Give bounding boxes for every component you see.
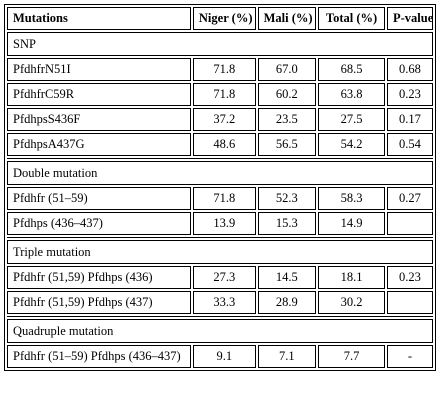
- mali-cell: 23.5: [257, 108, 317, 131]
- p-value-cell: 0.23: [386, 266, 433, 289]
- mutation-cell: PfdhpsA437G: [7, 133, 191, 156]
- table-row: PfdhfrN51I 71.8 67.0 68.5 0.68: [7, 58, 433, 81]
- header-row: Mutations Niger (%) Mali (%) Total (%) P…: [7, 7, 433, 30]
- total-cell: 30.2: [318, 291, 385, 314]
- niger-cell: 37.2: [192, 108, 256, 131]
- section-row-triple-mutation: Triple mutation: [7, 240, 433, 264]
- table-row: Pfdhfr (51–59) 71.8 52.3 58.3 0.27: [7, 187, 433, 210]
- section-title: SNP: [7, 32, 433, 56]
- divider-line: [7, 158, 433, 159]
- p-value-cell: -: [386, 345, 433, 368]
- table-row: PfdhpsA437G 48.6 56.5 54.2 0.54: [7, 133, 433, 156]
- total-cell: 18.1: [318, 266, 385, 289]
- mali-cell: 28.9: [257, 291, 317, 314]
- total-cell: 27.5: [318, 108, 385, 131]
- header-niger: Niger (%): [192, 7, 256, 30]
- mutation-cell: PfdhfrN51I: [7, 58, 191, 81]
- mali-cell: 52.3: [257, 187, 317, 210]
- p-value-cell: 0.27: [386, 187, 433, 210]
- p-value-cell: 0.54: [386, 133, 433, 156]
- niger-cell: 9.1: [192, 345, 256, 368]
- section-divider: [7, 316, 433, 317]
- mutation-cell: Pfdhps (436–437): [7, 212, 191, 235]
- niger-cell: 13.9: [192, 212, 256, 235]
- niger-cell: 71.8: [192, 58, 256, 81]
- mutation-prevalence-table: Mutations Niger (%) Mali (%) Total (%) P…: [4, 4, 436, 371]
- niger-cell: 48.6: [192, 133, 256, 156]
- table-row: Pfdhfr (51–59) Pfdhps (436–437) 9.1 7.1 …: [7, 345, 433, 368]
- niger-cell: 33.3: [192, 291, 256, 314]
- section-title: Quadruple mutation: [7, 319, 433, 343]
- p-value-cell: 0.23: [386, 83, 433, 106]
- total-cell: 7.7: [318, 345, 385, 368]
- header-mali: Mali (%): [257, 7, 317, 30]
- mali-cell: 56.5: [257, 133, 317, 156]
- total-cell: 54.2: [318, 133, 385, 156]
- mutation-cell: Pfdhfr (51,59) Pfdhps (436): [7, 266, 191, 289]
- mali-cell: 67.0: [257, 58, 317, 81]
- table-row: PfdhfrC59R 71.8 60.2 63.8 0.23: [7, 83, 433, 106]
- total-cell: 58.3: [318, 187, 385, 210]
- p-value-cell: [386, 291, 433, 314]
- table-row: Pfdhfr (51,59) Pfdhps (436) 27.3 14.5 18…: [7, 266, 433, 289]
- header-mutations: Mutations: [7, 7, 191, 30]
- niger-cell: 71.8: [192, 83, 256, 106]
- p-value-cell: 0.17: [386, 108, 433, 131]
- mutation-cell: PfdhpsS436F: [7, 108, 191, 131]
- table-row: PfdhpsS436F 37.2 23.5 27.5 0.17: [7, 108, 433, 131]
- section-title: Double mutation: [7, 161, 433, 185]
- section-divider: [7, 237, 433, 238]
- table-row: Pfdhfr (51,59) Pfdhps (437) 33.3 28.9 30…: [7, 291, 433, 314]
- section-divider: [7, 158, 433, 159]
- mali-cell: 14.5: [257, 266, 317, 289]
- mutation-cell: Pfdhfr (51–59): [7, 187, 191, 210]
- header-total: Total (%): [318, 7, 385, 30]
- section-title: Triple mutation: [7, 240, 433, 264]
- p-value-cell: 0.68: [386, 58, 433, 81]
- divider-line: [7, 237, 433, 238]
- mutation-cell: Pfdhfr (51–59) Pfdhps (436–437): [7, 345, 191, 368]
- mali-cell: 7.1: [257, 345, 317, 368]
- mali-cell: 15.3: [257, 212, 317, 235]
- mutation-cell: PfdhfrC59R: [7, 83, 191, 106]
- total-cell: 63.8: [318, 83, 385, 106]
- total-cell: 68.5: [318, 58, 385, 81]
- mutation-cell: Pfdhfr (51,59) Pfdhps (437): [7, 291, 191, 314]
- header-p-value: P-value: [386, 7, 433, 30]
- niger-cell: 71.8: [192, 187, 256, 210]
- mali-cell: 60.2: [257, 83, 317, 106]
- niger-cell: 27.3: [192, 266, 256, 289]
- p-value-cell: [386, 212, 433, 235]
- table-row: Pfdhps (436–437) 13.9 15.3 14.9: [7, 212, 433, 235]
- section-row-quadruple-mutation: Quadruple mutation: [7, 319, 433, 343]
- section-row-snp: SNP: [7, 32, 433, 56]
- divider-line: [7, 316, 433, 317]
- total-cell: 14.9: [318, 212, 385, 235]
- section-row-double-mutation: Double mutation: [7, 161, 433, 185]
